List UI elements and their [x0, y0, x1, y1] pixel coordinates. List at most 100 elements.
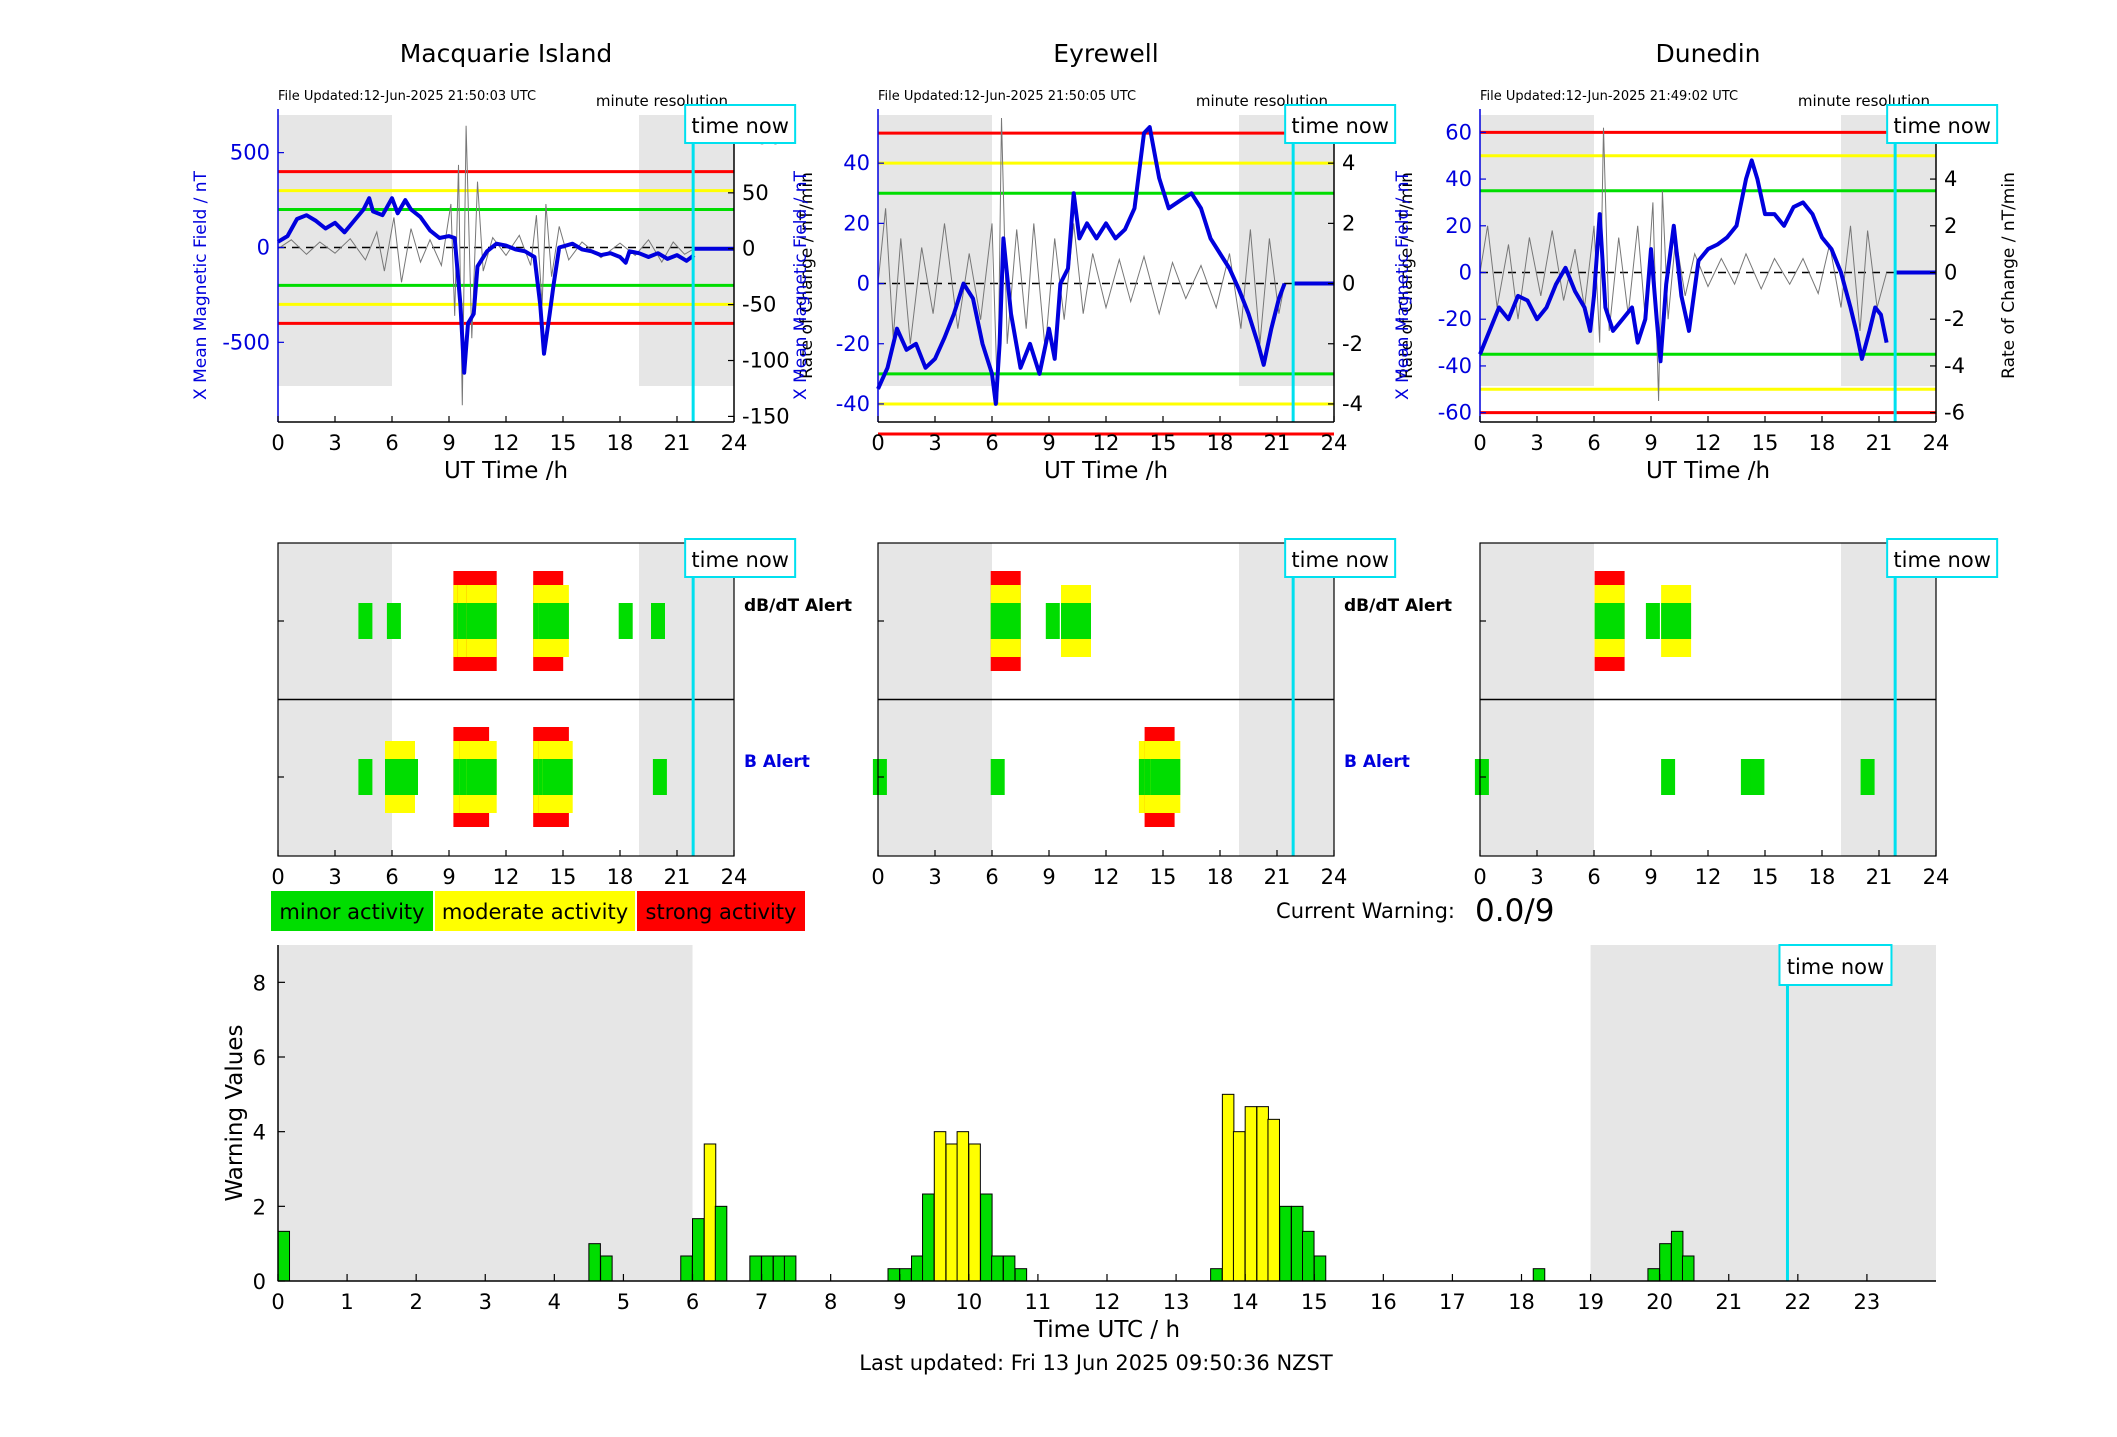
b-alert-label: B Alert [744, 752, 810, 772]
alert-bar-minor [1594, 603, 1625, 639]
x-tick-label: 15 [1301, 1290, 1328, 1314]
legend-moderate-label: moderate activity [442, 900, 628, 924]
legend-moderate-swatch [435, 891, 635, 931]
warning-bar [772, 1255, 786, 1282]
right-y-label: Rate of Change / nT/min [797, 172, 817, 379]
dbdt-alert-label: dB/dT Alert [1344, 596, 1452, 616]
warning-bar [991, 1255, 1004, 1282]
legend-strong-swatch [637, 891, 805, 931]
warning-bar [1647, 1268, 1660, 1282]
x-tick-label: 18 [1809, 431, 1836, 455]
x-tick-label: 12 [1695, 865, 1722, 889]
time-now-box [1284, 104, 1397, 144]
warning-bar [933, 1131, 947, 1282]
left-tick-label: -20 [836, 332, 870, 356]
x-tick-label: 8 [824, 1290, 837, 1314]
warning-bar [1232, 1131, 1246, 1282]
x-tick-label: 4 [548, 1290, 561, 1314]
warning-bar [588, 1243, 601, 1282]
x-tick-label: 9 [442, 431, 455, 455]
left-y-label: X Mean Magnetic Field / nT [1393, 170, 1413, 400]
warning-bar [1279, 1205, 1292, 1282]
rate-of-change-series [1479, 127, 1888, 402]
warning-bar [1290, 1205, 1304, 1282]
x-tick-label: 11 [1025, 1290, 1052, 1314]
x-tick-label: 6 [985, 865, 998, 889]
station-title: Eyrewell [1053, 39, 1158, 68]
right-tick-label: -150 [742, 404, 790, 428]
right-tick-label: 2 [1342, 211, 1355, 235]
warning-bar [1244, 1106, 1258, 1282]
left-tick-label: -40 [1438, 354, 1472, 378]
time-now-label: time now [1893, 548, 1990, 572]
right-tick-label: 0 [742, 237, 755, 261]
file-updated-text: File Updated:12-Jun-2025 21:50:03 UTC [278, 89, 536, 104]
x-tick-label: 16 [1370, 1290, 1397, 1314]
x-tick-label: 0 [271, 865, 284, 889]
time-now-box [1778, 944, 1893, 986]
right-tick-label: 50 [742, 181, 769, 205]
x-tick-label: 13 [1163, 1290, 1190, 1314]
current-warning-value: 0.0/9 [1475, 893, 1554, 929]
x-tick-label: 18 [607, 865, 634, 889]
warning-bar [1659, 1243, 1672, 1282]
x-tick-label: 6 [1587, 431, 1600, 455]
file-updated-text: File Updated:12-Jun-2025 21:50:05 UTC [878, 89, 1136, 104]
x-tick-label: 0 [1473, 431, 1486, 455]
alert-panel-2: 0 3 6 9 12 15 18 21 24 time now [1473, 538, 1999, 889]
alert-bar-minor [1645, 603, 1660, 639]
x-tick-label: 0 [871, 431, 884, 455]
night-band [878, 115, 992, 386]
left-tick-label: 0 [857, 272, 870, 296]
left-tick-label: 0 [1459, 261, 1472, 285]
x-axis-label: Time UTC / h [1033, 1317, 1180, 1343]
right-tick-label: -2 [1342, 332, 1363, 356]
legend-minor-label: minor activity [279, 900, 424, 924]
left-tick-label: -500 [222, 330, 270, 354]
right-tick-label: 4 [1944, 167, 1957, 191]
x-tick-label: 24 [1321, 865, 1348, 889]
night-band [1239, 115, 1334, 386]
x-tick-label: 24 [1321, 431, 1348, 455]
x-tick-label: 17 [1439, 1290, 1466, 1314]
x-tick-label: 18 [607, 431, 634, 455]
x-tick-label: 12 [1093, 865, 1120, 889]
left-tick-label: 40 [843, 151, 870, 175]
field-series [276, 196, 696, 375]
x-tick-label: 3 [928, 431, 941, 455]
b-alert-label: B Alert [1344, 752, 1410, 772]
station-title: Macquarie Island [400, 39, 613, 68]
night-band [278, 945, 693, 1281]
warning-bar [1267, 1118, 1280, 1282]
time-now-label: time now [1787, 955, 1884, 979]
x-tick-label: 5 [617, 1290, 630, 1314]
alert-panel-1: 0 3 6 9 12 15 18 21 24 time now dB/dT Alert B Alert [871, 538, 1452, 889]
x-tick-label: 24 [1923, 431, 1950, 455]
x-tick-label: 18 [1508, 1290, 1535, 1314]
x-tick-label: 15 [1150, 865, 1177, 889]
x-tick-label: 12 [1695, 431, 1722, 455]
x-tick-label: 1 [340, 1290, 353, 1314]
x-tick-label: 21 [664, 865, 691, 889]
right-tick-label: -100 [742, 349, 790, 373]
x-tick-label: 0 [271, 431, 284, 455]
y-tick-label: 0 [253, 1270, 266, 1294]
left-tick-label: 40 [1445, 167, 1472, 191]
alert-bar-minor [470, 603, 485, 639]
x-tick-label: 12 [1094, 1290, 1121, 1314]
x-tick-label: 21 [1264, 865, 1291, 889]
alert-bar-minor [546, 603, 561, 639]
x-tick-label: 18 [1207, 865, 1234, 889]
alert-bar-minor [651, 603, 665, 639]
alert-bar-minor [404, 759, 418, 795]
left-tick-label: -40 [836, 392, 870, 416]
warning-bar [1221, 1093, 1235, 1282]
alert-bar-minor [652, 759, 667, 795]
warning-bar [922, 1193, 935, 1282]
alert-bar-minor [990, 759, 1005, 795]
y-tick-label: 8 [253, 971, 266, 995]
legend-minor-swatch [271, 891, 433, 931]
alert-bar-minor [542, 759, 573, 795]
